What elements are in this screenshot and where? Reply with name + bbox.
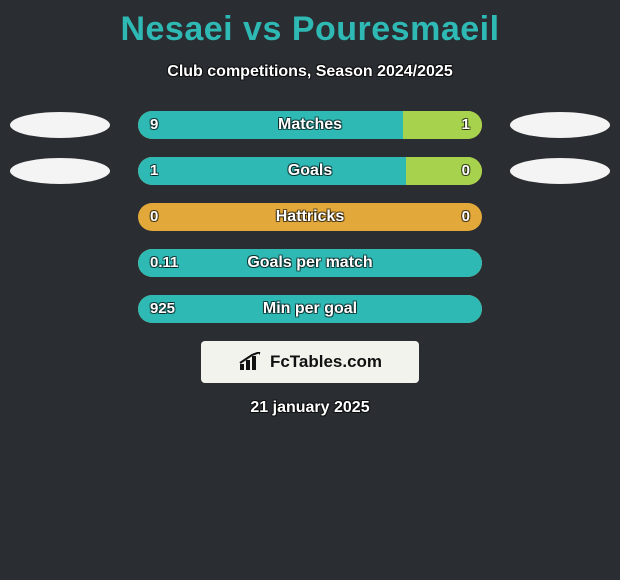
stat-bar-right-fill: [406, 157, 482, 185]
card-title: Nesaei vs Pouresmaeil: [0, 0, 620, 49]
stat-row: Matches91: [0, 111, 620, 139]
player-left-avatar: [10, 158, 110, 184]
brand-badge: FcTables.com: [201, 341, 419, 383]
stat-bar-track: [138, 111, 482, 139]
stat-bar-left-fill: [138, 295, 482, 323]
stat-bar-track: [138, 295, 482, 323]
stat-rows: Matches91 Goals10 Hattricks00 Goals per mat…: [0, 111, 620, 323]
stat-row: Goals10: [0, 157, 620, 185]
brand-chart-icon: [238, 352, 264, 372]
stat-row: Goals per match0.11: [0, 249, 620, 277]
player-right-avatar: [510, 158, 610, 184]
stat-bar-right-fill: [403, 111, 482, 139]
stat-bar-left-fill: [138, 111, 403, 139]
date-line: 21 january 2025: [0, 399, 620, 417]
comparison-card: Nesaei vs Pouresmaeil Club competitions,…: [0, 0, 620, 580]
player-right-avatar: [510, 112, 610, 138]
stat-bar-left-fill: [138, 249, 482, 277]
brand-text: FcTables.com: [270, 352, 382, 372]
player-left-avatar: [10, 112, 110, 138]
stat-bar-track: [138, 249, 482, 277]
stat-row: Min per goal925: [0, 295, 620, 323]
stat-bar-left-fill: [138, 157, 406, 185]
card-subtitle: Club competitions, Season 2024/2025: [0, 63, 620, 81]
stat-row: Hattricks00: [0, 203, 620, 231]
stat-bar-track: [138, 157, 482, 185]
stat-bar-track: [138, 203, 482, 231]
